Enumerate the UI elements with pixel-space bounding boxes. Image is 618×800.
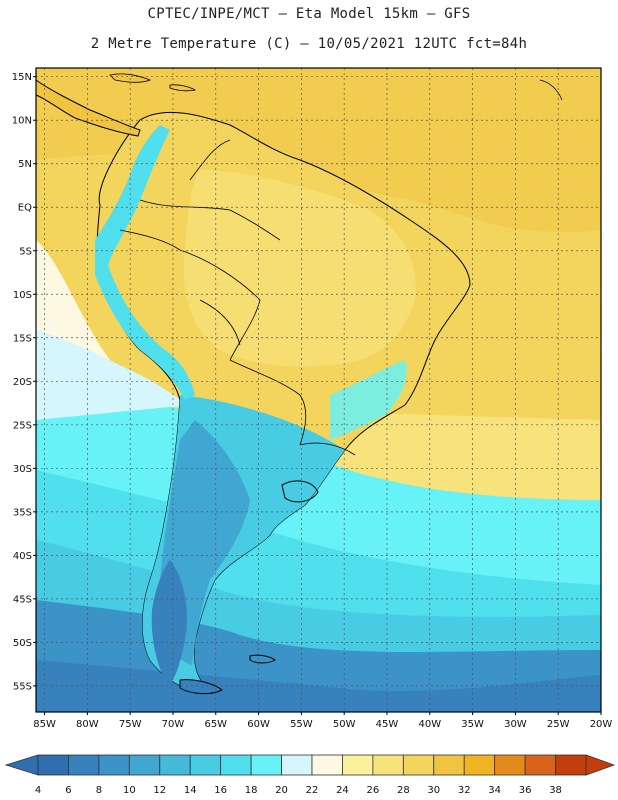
colorbar-swatch — [98, 754, 130, 776]
figure-title: CPTEC/INPE/MCT – Eta Model 15km – GFS — [147, 6, 471, 22]
lon-label: 80W — [76, 719, 99, 730]
colorbar-label: 30 — [427, 785, 440, 796]
tierra-del-fuego — [179, 679, 223, 695]
colorbar-label: 12 — [153, 785, 166, 796]
graticule — [36, 68, 602, 712]
lat-label: 30S — [13, 464, 32, 475]
lat-label: 15N — [12, 72, 32, 83]
colorbar-label: 4 — [35, 785, 41, 796]
colorbar-label: 34 — [488, 785, 501, 796]
colorbar-swatch — [555, 754, 587, 776]
colorbar-max-arrow — [585, 754, 616, 776]
falkland-islands — [249, 654, 276, 664]
colorbar-swatch — [524, 754, 556, 776]
lat-label: 10S — [13, 290, 32, 301]
colorbar — [4, 754, 616, 776]
colorbar-swatch — [281, 754, 313, 776]
rio-de-la-plata — [281, 480, 319, 503]
lon-label: 20W — [590, 719, 613, 730]
lat-label: 20S — [13, 377, 32, 388]
colorbar-label: 10 — [123, 785, 136, 796]
colorbar-swatch — [463, 754, 496, 776]
lat-label: 5N — [18, 159, 32, 170]
colorbar-swatch — [402, 754, 435, 776]
lon-label: 70W — [162, 719, 185, 730]
colorbar-swatch — [128, 754, 161, 776]
lat-label: 55S — [13, 681, 32, 692]
warm-north-band — [36, 68, 601, 233]
andes-ridge — [95, 125, 195, 400]
colorbar-swatch — [189, 754, 222, 776]
lon-label: 60W — [247, 719, 270, 730]
colorbar-label: 14 — [184, 785, 197, 796]
colorbar-label: 26 — [367, 785, 380, 796]
lon-label: 25W — [547, 719, 570, 730]
figure-subtitle: 2 Metre Temperature (C) – 10/05/2021 12U… — [90, 36, 528, 52]
colorbar-label: 36 — [519, 785, 532, 796]
colorbar-swatch — [220, 754, 252, 776]
colorbar-label: 20 — [275, 785, 288, 796]
lat-label: 45S — [13, 594, 32, 605]
colorbar-label: 8 — [96, 785, 102, 796]
lat-label: EQ — [18, 203, 32, 214]
interior-warm — [183, 170, 416, 367]
colorbar-swatch — [311, 754, 343, 776]
longitude-labels: 85W 80W 75W 70W 65W 60W 55W 50W 45W 40W 35W 30W 25W 2… — [33, 712, 612, 730]
colorbar-label: 16 — [214, 785, 227, 796]
colorbar-label: 32 — [458, 785, 471, 796]
patagonia-cold — [151, 560, 187, 685]
colorbar-swatch — [494, 754, 526, 776]
latitude-labels: 15N 10N 5N EQ 5S 10S 15S 20S 25S 30S 35S 40S 45S 50S 5… — [12, 72, 36, 692]
lon-label: 30W — [504, 719, 527, 730]
colorbar-swatch — [372, 754, 404, 776]
lon-label: 85W — [33, 719, 56, 730]
central-america — [35, 73, 563, 137]
colorbar-label: 18 — [245, 785, 258, 796]
lon-label: 75W — [119, 719, 142, 730]
colorbar-swatch — [342, 754, 374, 776]
country-borders — [119, 139, 356, 456]
lat-label: 50S — [13, 638, 32, 649]
lat-label: 15S — [13, 333, 32, 344]
south-america — [95, 111, 471, 695]
lat-label: 40S — [13, 551, 32, 562]
colorbar-label: 24 — [336, 785, 349, 796]
colorbar-swatch — [433, 754, 465, 776]
lon-label: 65W — [204, 719, 227, 730]
lat-label: 25S — [13, 420, 32, 431]
colorbar-swatch — [250, 754, 282, 776]
colorbar-labels: 4 6 8 10 12 14 16 18 20 22 24 26 28 30 32 34 36 38 — [35, 785, 562, 796]
lon-label: 45W — [376, 719, 399, 730]
colorbar-swatch — [37, 754, 69, 776]
pacific-cool-tongue-2 — [36, 330, 190, 420]
colorbar-swatch — [159, 754, 191, 776]
colorbar-min-arrow — [4, 754, 39, 776]
colorbar-label: 22 — [306, 785, 319, 796]
colorbar-label: 38 — [549, 785, 562, 796]
colorbar-label: 6 — [65, 785, 71, 796]
lat-label: 5S — [19, 246, 32, 257]
lat-label: 10N — [12, 116, 32, 127]
lon-label: 40W — [418, 719, 441, 730]
colorbar-swatch — [68, 754, 100, 776]
lon-label: 50W — [333, 719, 356, 730]
plot-frame — [35, 67, 602, 713]
lon-label: 35W — [461, 719, 484, 730]
lat-label: 35S — [13, 507, 32, 518]
colorbar-label: 28 — [397, 785, 410, 796]
lon-label: 55W — [290, 719, 313, 730]
